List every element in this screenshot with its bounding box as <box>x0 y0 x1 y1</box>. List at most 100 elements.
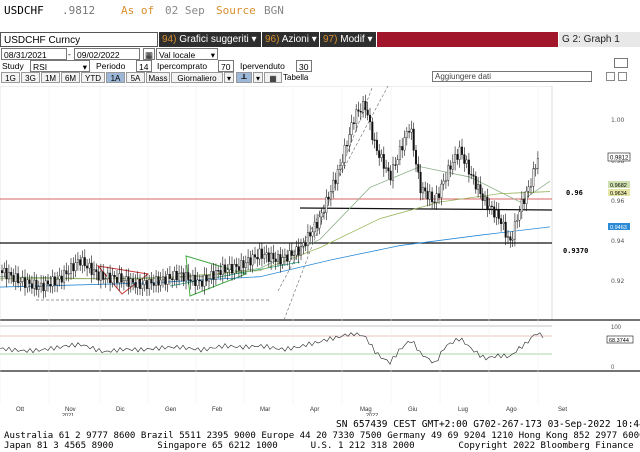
candle-body <box>428 191 431 200</box>
candle-body <box>412 128 415 151</box>
study-label: Study <box>2 61 24 71</box>
candle-body <box>244 262 247 268</box>
candle-body <box>504 221 507 238</box>
x-tick-label: Giu <box>408 407 417 413</box>
oversold-input[interactable]: 30 <box>296 60 312 72</box>
candle-body <box>357 109 360 112</box>
candle-body <box>56 278 59 286</box>
expand-icon[interactable] <box>618 72 627 81</box>
candle-body <box>511 238 514 241</box>
currency-select[interactable]: Val locale ▾ <box>156 48 218 60</box>
actions-button[interactable]: 96) Azioni ▾ <box>262 32 319 47</box>
suggested-charts-button[interactable]: 94) Grafici suggeriti ▾ <box>159 32 261 47</box>
candle-body <box>438 193 441 198</box>
tab-giornaliero[interactable]: Giornaliero <box>171 72 223 83</box>
candle-body <box>447 165 450 181</box>
candle-body <box>111 275 114 283</box>
candle-body <box>228 264 231 270</box>
candle-body <box>196 279 199 286</box>
candle-body <box>7 272 10 280</box>
candle-body <box>396 159 399 165</box>
tab-1a[interactable]: 1A <box>106 72 125 83</box>
candle-body <box>509 236 512 241</box>
graph-label: G 2: Graph 1 <box>559 32 640 47</box>
candle-body <box>230 264 233 274</box>
chart-type-icon[interactable]: ╨ <box>236 72 252 83</box>
support-line-mid <box>299 207 553 211</box>
candle-body <box>155 276 158 286</box>
tab-1g[interactable]: 1G <box>1 72 20 83</box>
chevron-down-icon: ▾ <box>251 34 257 45</box>
candle-body <box>325 196 328 213</box>
security-input[interactable]: USDCHF Curncy <box>0 32 158 47</box>
ma-short-price-box <box>608 181 630 188</box>
x-tick-label: Mar <box>260 407 270 413</box>
tab-ytd[interactable]: YTD <box>81 72 105 83</box>
candle-body <box>488 205 491 209</box>
candle-body <box>120 273 123 283</box>
tab-3g[interactable]: 3G <box>21 72 40 83</box>
collapse-toggle[interactable] <box>614 58 628 68</box>
candle-body <box>311 231 314 237</box>
menu1-label: Grafici suggeriti <box>179 34 249 45</box>
candle-body <box>189 279 192 282</box>
candle-body <box>293 254 296 257</box>
candle-body <box>304 242 307 246</box>
period-input[interactable]: 14 <box>136 60 152 72</box>
y-tick-label: 1.00 <box>611 117 625 124</box>
candle-body <box>270 252 273 262</box>
candle-body <box>37 286 40 290</box>
candle-body <box>86 265 89 269</box>
tab-5a[interactable]: 5A <box>126 72 145 83</box>
candle-body <box>332 179 335 192</box>
candle-body <box>497 210 500 219</box>
candle-body <box>1 270 4 274</box>
rsi-series <box>0 332 544 365</box>
chevron-down-icon[interactable]: ▾ <box>224 72 234 83</box>
candle-body <box>385 167 388 169</box>
add-data-input[interactable]: Aggiungere dati <box>432 71 592 82</box>
candle-body <box>224 264 227 273</box>
candle-body <box>343 145 346 163</box>
candle-body <box>500 218 503 224</box>
calendar-icon[interactable]: ▦ <box>143 48 155 60</box>
candle-body <box>53 276 56 286</box>
table-icon[interactable]: ▦ <box>264 72 282 83</box>
end-date-field[interactable]: 09/02/2022 <box>74 48 140 60</box>
candle-body <box>226 269 229 273</box>
currency-value: Val locale <box>159 50 196 60</box>
candle-body <box>309 232 312 237</box>
tab-mass[interactable]: Mass <box>146 72 170 83</box>
overbought-input[interactable]: 70 <box>218 60 234 72</box>
contacts-line-1: Australia 61 2 9777 8600 Brazil 5511 239… <box>4 431 640 441</box>
tab-1m[interactable]: 1M <box>41 72 60 83</box>
tab-6m[interactable]: 6M <box>61 72 80 83</box>
trend-line-green <box>169 261 301 287</box>
candle-body <box>283 254 286 258</box>
candle-body <box>159 279 162 286</box>
candle-body <box>14 273 17 282</box>
start-date-field[interactable]: 08/31/2021 <box>1 48 67 60</box>
candle-body <box>171 278 174 281</box>
candle-body <box>318 216 321 229</box>
candle-body <box>451 162 454 170</box>
x-tick-label: Dic <box>116 407 125 413</box>
source-value: BGN <box>264 4 284 17</box>
chevron-down-icon[interactable]: ▾ <box>253 72 263 83</box>
study-value: RSI <box>33 62 48 72</box>
study-select[interactable]: RSI ▾ <box>30 60 90 72</box>
candle-body <box>502 221 505 224</box>
candle-body <box>90 262 93 275</box>
candle-body <box>302 242 305 247</box>
grid <box>0 86 539 404</box>
edit-button[interactable]: 97) Modif ▾ <box>320 32 376 47</box>
candle-body <box>536 158 539 169</box>
candle-body <box>40 282 43 287</box>
candle-body <box>415 150 418 165</box>
menu3-label: Modif <box>340 34 365 45</box>
settings-icon[interactable] <box>606 72 615 81</box>
candle-body <box>178 273 181 281</box>
candle-body <box>28 279 31 284</box>
table-label[interactable]: Tabella <box>283 73 309 82</box>
rsi-value-label: 68.3744 <box>609 338 629 344</box>
